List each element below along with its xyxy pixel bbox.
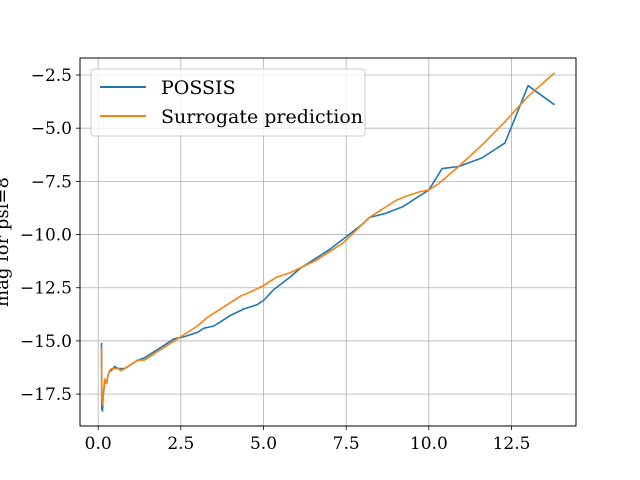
y-tick-label: −12.5 [20, 279, 72, 299]
x-tick-label: 12.5 [493, 434, 531, 454]
legend: POSSIS Surrogate prediction [90, 68, 366, 137]
y-axis-label: mag for psi=8 [0, 177, 13, 307]
y-tick-label: −5.0 [31, 119, 72, 139]
x-tick-label: 5.0 [250, 434, 277, 454]
x-tick-label: 0.0 [85, 434, 112, 454]
y-tick-label: −2.5 [31, 66, 72, 86]
x-tick-label: 2.5 [167, 434, 194, 454]
legend-label-surrogate: Surrogate prediction [161, 106, 363, 128]
legend-label-possis: POSSIS [161, 77, 236, 99]
legend-box [90, 68, 366, 137]
series-lines [100, 72, 556, 412]
y-tick-label: −7.5 [31, 172, 72, 192]
y-tick-label: −17.5 [20, 385, 72, 405]
y-tick-label: −15.0 [20, 332, 72, 352]
axis-ticks: 0.0 2.5 5.0 7.5 10.0 12.5 −17.5 −15.0 −12.5 −10.0… [20, 66, 531, 454]
plot-area-frame [79, 57, 577, 427]
x-tick-label: 7.5 [333, 434, 360, 454]
y-tick-label: −10.0 [20, 226, 72, 246]
series-line-1 [100, 72, 556, 406]
x-tick-label: 10.0 [410, 434, 448, 454]
